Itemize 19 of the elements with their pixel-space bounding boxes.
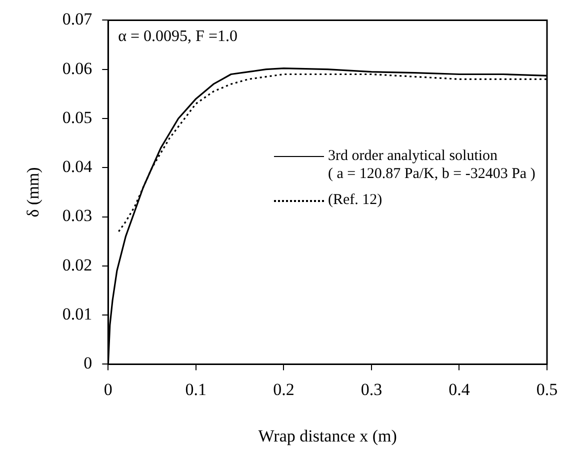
x-tick-label: 0.1 bbox=[185, 380, 207, 399]
x-tick-label: 0.5 bbox=[536, 380, 558, 399]
x-tick-label: 0.4 bbox=[448, 380, 470, 399]
y-tick-label: 0.01 bbox=[62, 304, 92, 324]
y-tick-label: 0.07 bbox=[62, 10, 93, 29]
y-tick-label: 0.05 bbox=[62, 108, 92, 127]
x-axis-title: Wrap distance x (m) bbox=[258, 426, 397, 446]
x-tick-label: 0 bbox=[104, 380, 112, 399]
legend-label: 3rd order analytical solution ( a = 120.87 Pa/K, b = -32403 Pa ) bbox=[328, 147, 536, 184]
y-tick-label: 0.04 bbox=[62, 157, 93, 176]
x-tick-label: 0.2 bbox=[273, 380, 294, 399]
annotation: α = 0.0095, F =1.0 bbox=[118, 28, 238, 46]
legend-label: (Ref. 12) bbox=[328, 191, 382, 210]
y-tick-label: 0.03 bbox=[62, 206, 92, 226]
y-tick-label: 0 bbox=[84, 354, 92, 373]
y-tick-label: 0.06 bbox=[62, 58, 92, 78]
y-tick-label: 0.02 bbox=[62, 255, 92, 274]
x-tick-label: 0.3 bbox=[360, 380, 382, 399]
y-axis-title: δ (mm) bbox=[24, 167, 43, 218]
